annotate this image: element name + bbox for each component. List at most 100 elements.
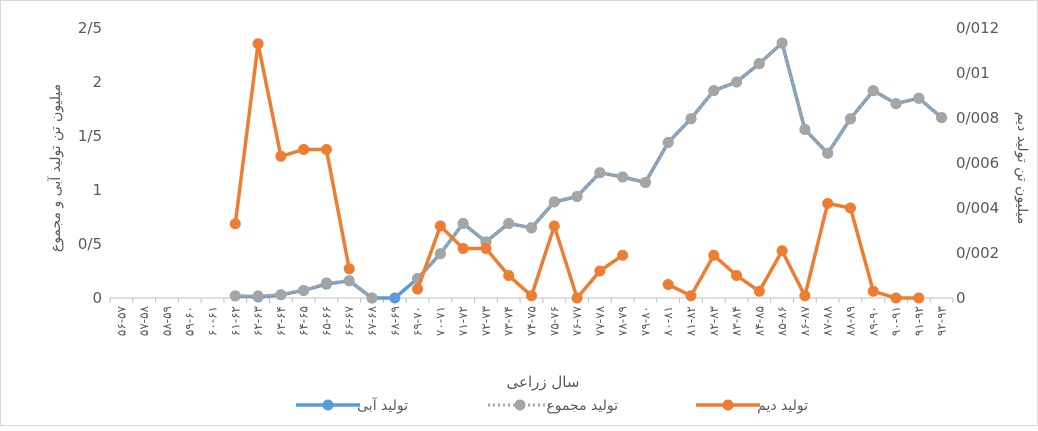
series-rainfed-point (662, 279, 674, 290)
series-rainfed-point (617, 249, 629, 261)
x-tick-label: ۶۱-۶۲ (228, 306, 242, 336)
series-rainfed-point (822, 198, 834, 209)
series-total-point (776, 37, 788, 49)
y-tick-label-right: 0/002 (956, 244, 999, 262)
series-total-point (298, 284, 310, 296)
legend-marker (722, 399, 734, 411)
y-tick-label-right: 0/012 (956, 19, 999, 37)
series-total-point (617, 171, 629, 183)
series-total-point (343, 275, 355, 287)
series-rainfed (229, 38, 925, 304)
x-tick-label: ۶۳-۶۴ (274, 306, 288, 336)
series-rainfed-point (753, 285, 765, 297)
axis-layer: ۵۶-۵۷ ۵۷-۵۸ ۵۸-۵۹ ۵۹-۶۰ ۶۰-۶۱ ۶۱-۶۲ ۶۲-۶۳ ۶۳-۶۴… (78, 19, 999, 336)
series-rainfed-point (844, 202, 856, 214)
x-tick-label: ۷۲-۷۳ (479, 305, 493, 336)
series-rainfed-point (867, 285, 879, 297)
series-rainfed-point (708, 249, 720, 261)
series-rainfed-point (275, 150, 287, 162)
series-rainfed-point (548, 220, 560, 232)
series-total-point (731, 76, 743, 88)
x-tick-label: ۷۰-۷۱ (433, 306, 447, 336)
series-rainfed-point (229, 218, 241, 230)
series-total-point (252, 290, 264, 302)
series-total-point (548, 196, 560, 208)
series-rainfed-point (320, 144, 332, 155)
y-tick-label-left: 0 (92, 289, 102, 307)
x-tick-label: ۵۸-۵۹ (160, 306, 174, 336)
series-rainfed-point (799, 290, 811, 302)
x-tick-label: ۸۲-۸۳ (707, 305, 721, 336)
series-total-point (685, 113, 697, 125)
y-tick-label-right: 0/008 (956, 109, 999, 127)
series-total-point (229, 290, 241, 302)
legend: تولید آبی تولید مجموع تولید دیم (296, 397, 808, 414)
x-tick-label: ۵۶-۵۷ (114, 305, 128, 336)
series-rainfed-point (503, 270, 515, 281)
x-tick-label: ۶۷-۶۸ (365, 305, 379, 336)
series-total-point (639, 176, 651, 188)
series-total-point (844, 113, 856, 125)
series-total-point (936, 112, 948, 124)
x-tick-label: ۸۵-۸۶ (775, 306, 789, 336)
series-rainfed-point (731, 270, 743, 281)
legend-label: تولید مجموع (546, 398, 618, 414)
legend-label: تولید دیم (757, 398, 808, 414)
y-tick-label-right: 0 (956, 289, 966, 307)
x-tick-label: ۸۷-۸۸ (821, 305, 835, 336)
x-tick-label: ۵۹-۶۰ (183, 306, 197, 336)
legend-label: تولید آبی (357, 397, 408, 414)
series-layer (229, 37, 948, 304)
series-total-point (571, 190, 583, 202)
series-total-point (320, 277, 332, 289)
series-rainfed-point (252, 38, 264, 50)
series-rainfed-point (526, 290, 537, 302)
series-rainfed-point (571, 292, 583, 304)
series-total-point (867, 85, 879, 97)
series-irrigated-point (389, 292, 401, 304)
x-tick-label: ۹۱-۹۲ (912, 306, 926, 336)
series-total-point (457, 217, 469, 229)
series-rainfed-point (343, 263, 355, 275)
x-axis-title: سال زراعی (507, 373, 580, 391)
x-tick-label: ۶۶-۶۷ (342, 305, 356, 336)
series-total-point (822, 147, 834, 159)
series-total-point (434, 248, 446, 260)
x-tick-label: ۹۰-۹۱ (889, 306, 903, 336)
series-total-point (275, 289, 287, 301)
y-tick-label-left: 2/5 (78, 19, 102, 37)
x-tick-label: ۷۵-۷۶ (547, 306, 561, 336)
x-tick-label: ۶۴-۶۵ (297, 306, 311, 336)
y-tick-label-left: 0/5 (78, 235, 102, 253)
y-tick-label-left: 1 (92, 181, 102, 199)
x-tick-label: ۸۴-۸۵ (752, 306, 766, 336)
y-axis-title-right: میلیون تن تولید دیم (1014, 112, 1030, 224)
series-total (229, 37, 948, 304)
series-total-point (890, 98, 902, 110)
x-tick-label: ۸۹-۹۰ (866, 306, 880, 336)
x-tick-label: ۶۸-۶۹ (388, 306, 402, 336)
series-total-point (662, 136, 674, 148)
x-tick-label: ۶۲-۶۳ (251, 305, 265, 336)
x-tick-label: ۶۵-۶۶ (319, 306, 333, 336)
legend-marker (514, 399, 526, 411)
x-tick-label: ۷۳-۷۴ (502, 306, 516, 336)
x-tick-label: ۸۶-۸۷ (798, 305, 812, 336)
y-tick-label-right: 0/004 (956, 199, 999, 217)
x-tick-label: ۹۲-۹۳ (935, 305, 949, 336)
series-rainfed-point (776, 245, 788, 257)
x-tick-label: ۵۷-۵۸ (137, 305, 151, 336)
series-total-point (366, 292, 378, 304)
x-tick-label: ۸۸-۸۹ (843, 306, 857, 336)
series-total-point (526, 222, 537, 234)
series-rainfed-point (685, 290, 697, 302)
series-rainfed-point (298, 144, 310, 155)
series-rainfed-point (412, 283, 424, 295)
series-rainfed-line (415, 224, 625, 300)
series-rainfed-point (457, 243, 469, 254)
series-total-point (913, 92, 925, 104)
x-tick-label: ۸۱-۸۲ (684, 306, 698, 336)
